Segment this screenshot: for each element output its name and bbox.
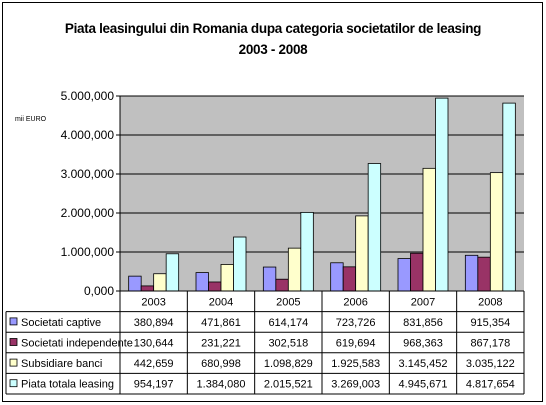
bar [140, 285, 155, 292]
bar [220, 264, 234, 292]
data-label: 130,644 [134, 338, 174, 350]
data-label: 231,221 [201, 338, 241, 350]
chart-title: Piata leasingului din Romania dupa categ… [0, 18, 546, 60]
bar [477, 256, 491, 292]
bar [435, 97, 449, 292]
bar [489, 172, 504, 292]
data-label: 2.015,521 [264, 379, 313, 391]
bar [128, 275, 142, 292]
bar [410, 252, 424, 292]
data-label: 4.817,654 [466, 379, 515, 391]
data-label: 915,354 [470, 317, 510, 329]
bar [153, 273, 167, 292]
y-tick-label: 5.000,000 [61, 89, 115, 103]
data-label: 3.145,452 [399, 358, 448, 370]
data-label: 1.925,583 [331, 358, 380, 370]
bar [397, 258, 411, 292]
legend-swatch [9, 379, 18, 388]
bar [464, 254, 479, 292]
bar [330, 262, 344, 292]
legend-label: Societati independente [21, 338, 133, 350]
unit-label: mii EURO [15, 116, 47, 123]
data-label: 831,856 [403, 317, 443, 329]
x-tick-label: 2003 [141, 296, 165, 308]
legend-swatch [9, 358, 18, 367]
data-label: 954,197 [134, 379, 174, 391]
data-label: 302,518 [268, 338, 308, 350]
x-tick-label: 2006 [343, 296, 367, 308]
chart-title-line-1: Piata leasingului din Romania dupa categ… [64, 21, 482, 36]
bar [287, 247, 302, 292]
bar [300, 211, 314, 292]
data-label: 442,659 [134, 358, 174, 370]
bar [208, 281, 222, 292]
bar [165, 253, 180, 292]
bar [262, 266, 277, 292]
bar [355, 215, 369, 292]
bar [502, 102, 516, 292]
plot-area [120, 96, 524, 291]
y-tick-label: 1.000,000 [61, 245, 115, 259]
data-label: 680,998 [201, 358, 241, 370]
y-tick-label: 0,000 [84, 284, 114, 298]
bar [422, 167, 436, 292]
data-label: 3.269,003 [331, 379, 380, 391]
y-tick-label: 3.000,000 [61, 167, 115, 181]
bar [275, 278, 289, 292]
data-label: 867,178 [470, 338, 510, 350]
data-label: 619,694 [336, 338, 376, 350]
bar [342, 266, 357, 292]
bar [367, 163, 382, 292]
chart-title-line-2: 2003 - 2008 [238, 42, 308, 57]
legend-swatch [9, 338, 18, 346]
x-tick-label: 2007 [411, 296, 435, 308]
data-label: 471,861 [201, 317, 241, 329]
x-tick-label: 2008 [478, 296, 502, 308]
legend-swatch [9, 317, 18, 326]
data-label: 1.098,829 [264, 358, 313, 370]
data-label: 380,894 [134, 317, 174, 329]
x-tick-label: 2004 [209, 296, 233, 308]
bar [195, 272, 209, 292]
bar [233, 236, 247, 292]
data-label: 723,726 [336, 317, 376, 329]
data-label: 614,174 [268, 317, 308, 329]
legend-label: Societati captive [21, 317, 101, 329]
data-label: 4.945,671 [399, 379, 448, 391]
x-tick-label: 2005 [276, 296, 300, 308]
data-label: 1.384,080 [197, 379, 246, 391]
data-label: 968,363 [403, 338, 443, 350]
data-label: 3.035,122 [466, 358, 515, 370]
legend-label: Subsidiare banci [21, 358, 102, 370]
legend-label: Piata totala leasing [21, 379, 114, 391]
y-tick-label: 4.000,000 [61, 128, 115, 142]
y-tick-label: 2.000,000 [61, 206, 115, 220]
